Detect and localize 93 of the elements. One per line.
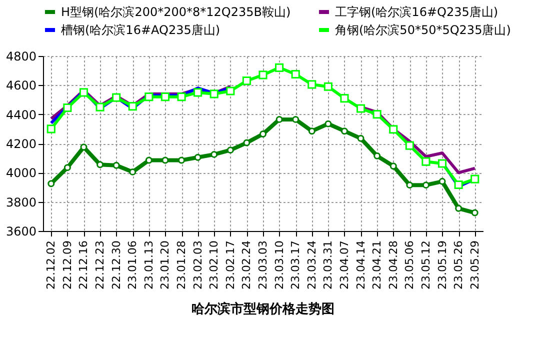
point [438,159,447,168]
point [292,116,300,123]
point [242,76,251,86]
point [356,104,366,113]
x-tick-label: 23.03.24 [305,240,318,290]
point [226,146,234,154]
point [406,182,414,189]
y-tick-label: 3800 [6,195,36,210]
point [162,156,169,164]
x-tick-label: 22.12.02 [44,240,58,290]
x-tick-label: 22.12.16 [77,240,90,290]
point [454,180,463,190]
point [340,128,348,135]
point [324,120,332,128]
point [357,134,364,142]
x-tick-label: 23.01.13 [142,240,156,290]
point [63,103,72,112]
point [177,92,186,102]
point [129,168,136,176]
x-tick-label: 23.03.31 [322,240,335,290]
x-tick-label: 23.01.28 [175,240,188,290]
x-tick-label: 23.02.03 [191,240,204,290]
point [275,63,284,72]
point [455,204,462,212]
legend-label: H型钢(哈尔滨200*200*8*12Q235B鞍山) [61,5,291,19]
point [340,94,349,103]
legend-label: 角钢(哈尔滨50*50*5Q235唐山) [335,23,511,37]
y-tick-label: 4000 [6,166,36,180]
point [226,86,235,96]
point [96,102,104,112]
x-tick-label: 23.04.14 [354,240,368,290]
point [374,152,381,160]
x-tick-label: 23.03.03 [256,240,270,290]
point [389,125,398,134]
x-tick-label: 23.04.28 [386,240,400,290]
x-tick-label: 22.12.30 [110,240,123,290]
x-tick-label: 23.05.19 [436,240,449,290]
point [422,182,430,189]
y-tick-label: 4600 [6,78,36,93]
point [144,92,154,102]
point [178,156,186,164]
point [324,82,332,91]
text: 哈尔滨市型钢价格走势图 [192,300,334,317]
point [128,102,137,111]
point [438,178,446,185]
x-tick-label: 23.03.10 [272,240,286,290]
x-tick-label: 23.03.17 [289,240,302,290]
point [210,90,218,98]
x-tick-label: 23.05.06 [403,240,416,290]
point [405,141,414,150]
point [470,174,480,184]
point [308,80,316,89]
x-tick-label: 23.05.12 [419,240,432,290]
point [276,116,283,123]
point [145,156,152,164]
x-tick-label: 23.02.24 [240,240,254,290]
point [260,130,266,138]
legend-label: 工字钢(哈尔滨16#Q235唐山) [335,5,498,19]
x-tick-label: 23.05.26 [452,240,466,290]
y-tick-label: 4800 [6,50,36,64]
point [46,124,56,134]
point [194,154,202,161]
y-tick-label: 4400 [6,108,36,122]
point [422,157,430,166]
x-tick-label: 23.05.29 [468,240,482,290]
point [79,88,88,97]
point [258,70,268,80]
point [390,162,397,170]
point [112,162,120,169]
x-tick-label: 22.12.23 [94,240,107,290]
point [372,110,382,119]
x-tick-label: 23.01.06 [126,240,140,290]
point [96,161,104,168]
x-tick-label: 23.04.07 [338,240,351,290]
x-tick-label: 22.12.09 [60,240,74,290]
point [80,144,88,151]
point [64,164,71,172]
x-tick-label: 23.02.17 [224,240,237,290]
x-tick-label: 23.02.10 [208,240,221,290]
point [291,70,300,79]
point [210,150,218,158]
point [112,93,121,102]
legend-label: 槽钢(哈尔滨16#AQ235唐山) [61,23,220,37]
point [471,209,478,216]
y-tick-label: 4200 [6,137,36,151]
point [243,139,250,146]
point [308,128,316,135]
x-tick-label: 23.01.20 [158,240,172,290]
y-tick-label: 3600 [6,224,36,238]
point [194,88,202,97]
point [160,92,170,102]
point [48,180,55,188]
x-tick-label: 23.04.21 [370,240,384,290]
